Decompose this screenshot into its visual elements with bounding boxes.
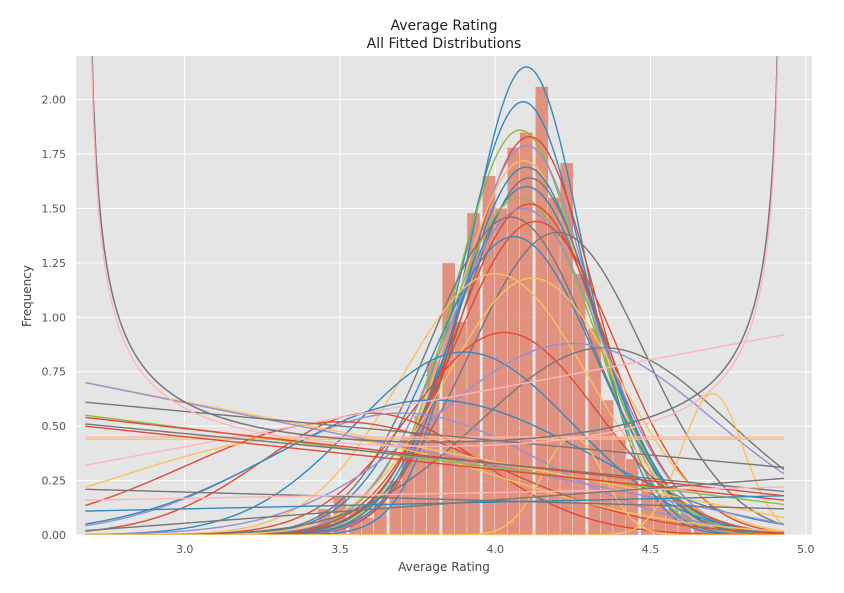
histogram-bar xyxy=(494,208,509,536)
fitted-curve xyxy=(85,381,785,519)
fitted-curves xyxy=(85,56,785,535)
x-axis-label: Average Rating xyxy=(398,560,490,574)
y-tick-label: 0.75 xyxy=(42,366,67,379)
fitted-curve xyxy=(85,392,785,535)
histogram-bar xyxy=(600,399,614,536)
fitted-curve xyxy=(85,495,785,512)
y-tick-label: 1.75 xyxy=(42,148,67,161)
fitted-curve xyxy=(85,342,785,535)
y-tick-label: 1.00 xyxy=(42,311,67,324)
fitted-curve xyxy=(85,488,785,510)
histogram-bar xyxy=(547,197,562,536)
fitted-curve xyxy=(85,425,785,501)
y-tick-label: 0.50 xyxy=(42,420,67,433)
fitted-curve xyxy=(91,56,778,443)
fitted-curve xyxy=(85,486,785,501)
fitted-curve xyxy=(85,334,785,467)
fitted-curve xyxy=(85,351,785,535)
fitted-curve xyxy=(85,423,785,493)
x-axis-ticks: 3.0 3.5 4.0 4.5 5.0 xyxy=(176,543,815,556)
x-tick-label: 4.0 xyxy=(486,543,504,556)
y-tick-label: 0.25 xyxy=(42,475,67,488)
fitted-curve xyxy=(85,66,785,535)
y-tick-label: 1.50 xyxy=(42,202,67,215)
x-tick-label: 3.5 xyxy=(331,543,349,556)
y-tick-label: 1.25 xyxy=(42,257,67,270)
y-axis-ticks: 0.00 0.25 0.50 0.75 1.00 1.25 1.50 1.75 2.00 xyxy=(42,94,67,542)
fitted-curve xyxy=(85,412,785,535)
fitted-curve xyxy=(85,421,785,534)
x-tick-label: 3.0 xyxy=(176,543,194,556)
y-tick-label: 0.00 xyxy=(42,529,67,542)
chart-subtitle: All Fitted Distributions xyxy=(367,36,522,52)
histogram-bar xyxy=(519,131,534,536)
chart-title: Average Rating xyxy=(390,18,497,34)
fitted-curve xyxy=(85,416,785,497)
fitted-curve xyxy=(85,412,785,533)
y-tick-label: 2.00 xyxy=(42,94,67,107)
x-tick-label: 4.5 xyxy=(642,543,660,556)
fitted-curve xyxy=(85,477,785,532)
fitted-curve xyxy=(85,436,785,535)
fitted-curve xyxy=(85,401,785,469)
y-axis-label: Frequency xyxy=(20,265,34,327)
fitted-curve xyxy=(90,56,779,447)
fitted-curve xyxy=(85,381,785,525)
x-tick-label: 5.0 xyxy=(797,543,815,556)
fitted-curve xyxy=(85,347,785,535)
